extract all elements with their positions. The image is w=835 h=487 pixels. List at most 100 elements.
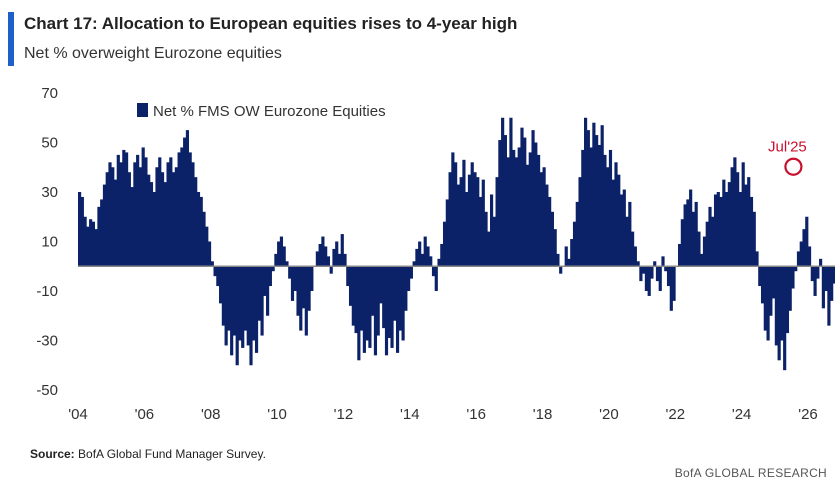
bar xyxy=(694,201,698,267)
y-tick-label: -30 xyxy=(36,333,58,350)
bar xyxy=(813,266,817,296)
bar xyxy=(752,211,756,267)
bar xyxy=(279,236,284,267)
bar xyxy=(542,167,546,267)
bar xyxy=(456,184,460,267)
bar xyxy=(584,117,588,267)
bar xyxy=(691,211,696,267)
bar xyxy=(232,266,237,336)
bar xyxy=(473,172,477,267)
bar xyxy=(622,189,626,267)
bar xyxy=(160,172,165,267)
bar xyxy=(711,216,715,267)
bar xyxy=(136,154,140,267)
x-tick-label: '26 xyxy=(798,406,818,423)
x-tick-label: '24 xyxy=(732,406,752,423)
bar xyxy=(337,253,342,267)
bar xyxy=(785,266,790,334)
bar xyxy=(769,266,773,316)
bar xyxy=(780,266,784,341)
y-tick-label: -50 xyxy=(36,382,58,399)
x-tick-label: '10 xyxy=(267,406,287,423)
bar xyxy=(254,266,259,353)
bar xyxy=(174,167,178,267)
bar xyxy=(133,162,137,267)
bar xyxy=(418,241,422,267)
bar xyxy=(619,194,624,267)
bar xyxy=(362,266,366,353)
bar xyxy=(111,167,115,267)
y-tick-label: 10 xyxy=(41,234,58,251)
bar xyxy=(545,184,549,267)
bar xyxy=(321,236,325,267)
bar xyxy=(395,266,400,353)
bar xyxy=(301,266,306,309)
bar xyxy=(713,194,718,267)
bar xyxy=(371,266,375,316)
bar xyxy=(531,130,535,267)
bar xyxy=(802,229,806,267)
bar xyxy=(484,211,488,267)
bar xyxy=(180,147,184,267)
bar xyxy=(442,221,447,267)
bar xyxy=(360,266,364,331)
bar xyxy=(86,226,90,267)
bar xyxy=(512,149,516,267)
bar xyxy=(285,261,289,267)
bar xyxy=(89,219,93,267)
bar xyxy=(415,248,419,267)
x-tick-label: '22 xyxy=(665,406,685,423)
bar xyxy=(520,127,524,267)
bar xyxy=(108,162,112,267)
bar xyxy=(722,179,726,267)
bar xyxy=(700,253,704,267)
bar xyxy=(315,251,319,267)
bar xyxy=(642,266,646,274)
bar xyxy=(501,117,505,267)
chart-title: Chart 17: Allocation to European equitie… xyxy=(24,14,518,33)
annotation-circle xyxy=(784,157,803,176)
bar xyxy=(478,196,483,267)
bar xyxy=(97,206,101,267)
bar xyxy=(758,266,762,287)
bar xyxy=(774,266,778,346)
bar xyxy=(600,125,604,267)
bar xyxy=(216,266,220,287)
bar xyxy=(799,241,803,267)
source-text: BofA Global Fund Manager Survey. xyxy=(78,447,266,461)
bar xyxy=(534,142,538,267)
bar xyxy=(163,182,167,267)
bar xyxy=(669,266,673,311)
bar xyxy=(340,234,344,267)
bar xyxy=(125,152,129,267)
bar xyxy=(113,179,118,267)
bar xyxy=(489,194,494,267)
bar xyxy=(384,266,389,356)
bar xyxy=(354,266,358,334)
bar xyxy=(672,266,676,301)
bar xyxy=(666,266,671,287)
bar xyxy=(644,266,648,291)
bar xyxy=(581,149,585,267)
brand-label: BofA GLOBAL RESEARCH xyxy=(674,466,827,480)
bar xyxy=(503,135,507,267)
bar xyxy=(653,261,657,267)
bar xyxy=(603,154,607,267)
source-note: Source: BofA Global Fund Manager Survey. xyxy=(30,447,266,461)
bar xyxy=(492,216,496,267)
bar xyxy=(144,157,148,267)
chart-subtitle: Net % overweight Eurozone equities xyxy=(24,45,282,62)
x-tick-label: '18 xyxy=(533,406,553,423)
bar xyxy=(470,162,474,267)
bar xyxy=(158,157,162,267)
bar xyxy=(196,192,201,267)
y-tick-label: -10 xyxy=(36,283,58,300)
bar xyxy=(271,266,275,272)
bar xyxy=(559,266,563,274)
x-tick-label: '14 xyxy=(400,406,420,423)
bar xyxy=(575,201,579,267)
bar xyxy=(733,157,737,267)
bar xyxy=(678,243,682,267)
bar xyxy=(523,137,527,267)
